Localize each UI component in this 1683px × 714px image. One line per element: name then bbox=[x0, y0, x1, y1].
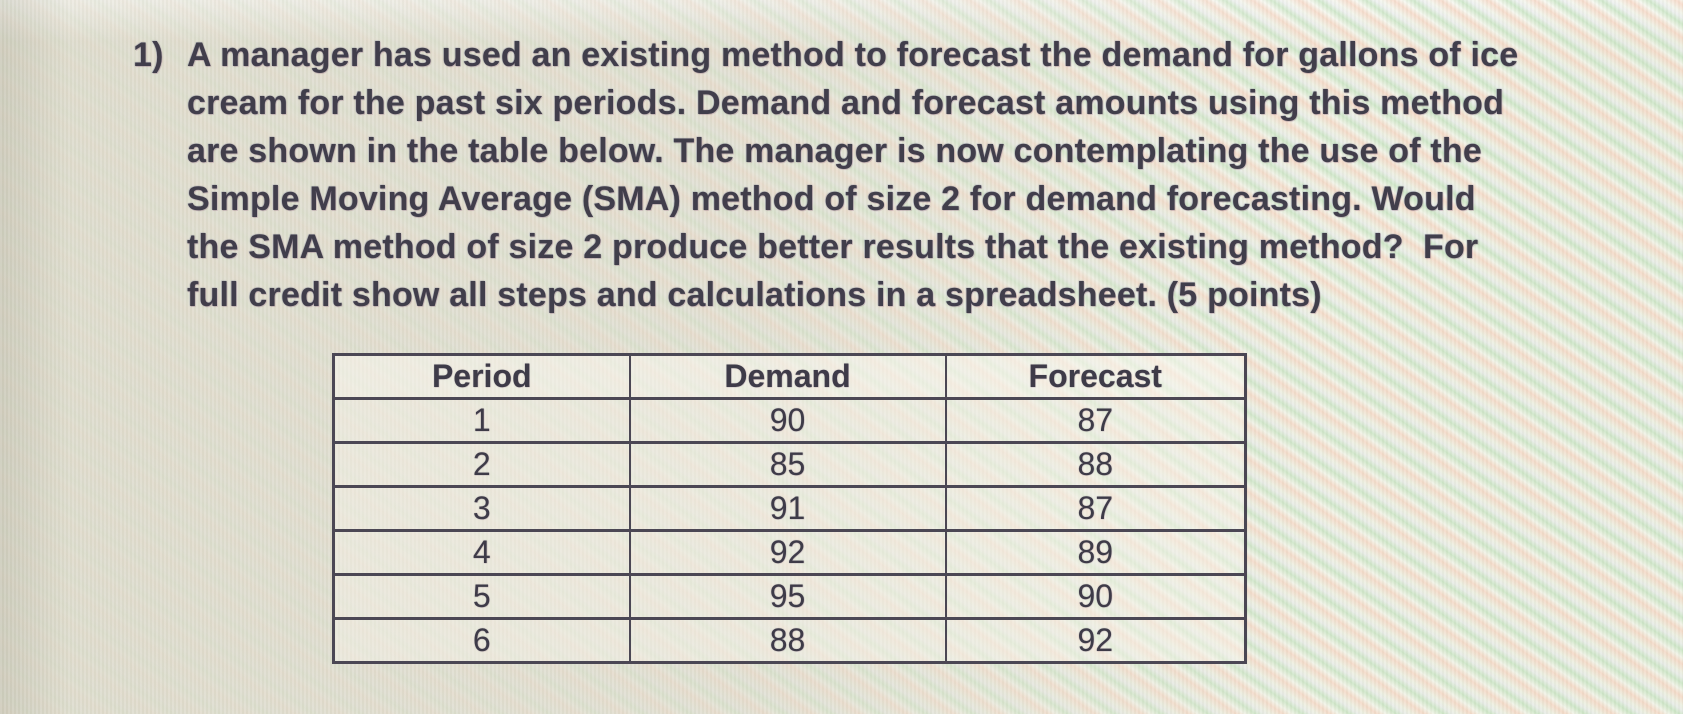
table-row: 4 92 89 bbox=[332, 529, 1247, 576]
question-line: full credit show all steps and calculati… bbox=[187, 276, 1322, 314]
table-cell: 88 bbox=[944, 441, 1247, 488]
demand-forecast-table: Period Demand Forecast 1 90 87 2 85 88 3… bbox=[332, 353, 1247, 664]
table-cell: 4 bbox=[332, 529, 631, 576]
question-line: the SMA method of size 2 produce better … bbox=[187, 228, 1479, 266]
question-number: 1) bbox=[133, 36, 164, 74]
table-cell: 92 bbox=[944, 617, 1247, 664]
table-header-row: Period Demand Forecast bbox=[332, 353, 1247, 400]
table-row: 3 91 87 bbox=[332, 485, 1247, 532]
table-cell: 2 bbox=[332, 441, 631, 488]
question-text: A manager has used an existing method to… bbox=[187, 31, 1518, 319]
table-cell: 3 bbox=[332, 485, 631, 532]
table-cell: 5 bbox=[332, 573, 631, 620]
table-cell: 87 bbox=[944, 485, 1247, 532]
col-header-forecast: Forecast bbox=[944, 353, 1247, 400]
table-cell: 89 bbox=[944, 529, 1247, 576]
question-line: cream for the past six periods. Demand a… bbox=[187, 84, 1505, 122]
table-row: 5 95 90 bbox=[332, 573, 1247, 620]
col-header-period: Period bbox=[332, 353, 631, 400]
col-header-demand: Demand bbox=[628, 353, 947, 400]
table-cell: 6 bbox=[332, 617, 631, 664]
table-row: 1 90 87 bbox=[332, 397, 1247, 444]
question-line: Simple Moving Average (SMA) method of si… bbox=[187, 180, 1476, 218]
table-cell: 87 bbox=[944, 397, 1247, 444]
table-cell: 90 bbox=[944, 573, 1247, 620]
table-row: 6 88 92 bbox=[332, 617, 1247, 664]
table-row: 2 85 88 bbox=[332, 441, 1247, 488]
question-line: A manager has used an existing method to… bbox=[187, 36, 1519, 74]
table-cell: 1 bbox=[332, 397, 631, 444]
question-line: are shown in the table below. The manage… bbox=[187, 132, 1482, 170]
table-cell: 88 bbox=[628, 617, 947, 664]
question-block: 1) A manager has used an existing method… bbox=[133, 31, 1518, 319]
table-cell: 85 bbox=[628, 441, 947, 488]
table-cell: 92 bbox=[628, 529, 947, 576]
table-cell: 91 bbox=[628, 485, 947, 532]
table-cell: 95 bbox=[628, 573, 947, 620]
table-cell: 90 bbox=[628, 397, 947, 444]
